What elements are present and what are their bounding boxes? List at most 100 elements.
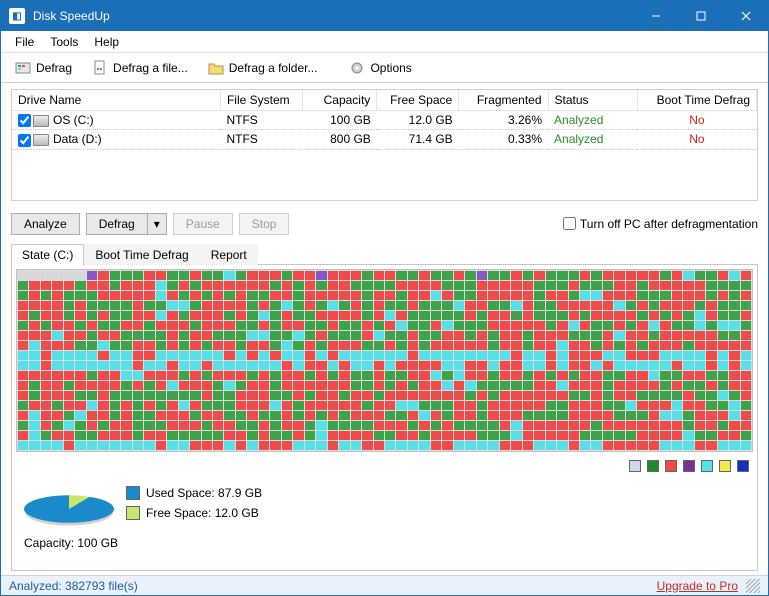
block-cell bbox=[718, 351, 728, 360]
block-cell bbox=[683, 301, 693, 310]
block-cell bbox=[454, 341, 464, 350]
block-cell bbox=[29, 391, 39, 400]
defrag-button[interactable]: Defrag bbox=[86, 213, 147, 235]
block-cell bbox=[282, 351, 292, 360]
defrag-dropdown[interactable]: ▾ bbox=[147, 213, 167, 235]
block-cell bbox=[328, 411, 338, 420]
drive-checkbox[interactable] bbox=[18, 114, 31, 127]
block-cell bbox=[534, 301, 544, 310]
tab-report[interactable]: Report bbox=[200, 244, 258, 265]
col-cap[interactable]: Capacity bbox=[302, 90, 376, 111]
block-cell bbox=[396, 311, 406, 320]
block-cell bbox=[385, 311, 395, 320]
table-row[interactable]: Data (D:)NTFS800 GB71.4 GB0.33%AnalyzedN… bbox=[12, 130, 757, 149]
block-cell bbox=[660, 291, 670, 300]
block-cell bbox=[213, 291, 223, 300]
block-cell bbox=[477, 311, 487, 320]
block-cell bbox=[385, 371, 395, 380]
toolbar-defrag[interactable]: Defrag bbox=[7, 56, 80, 80]
block-cell bbox=[591, 341, 601, 350]
block-cell bbox=[465, 411, 475, 420]
block-cell bbox=[41, 371, 51, 380]
block-cell bbox=[29, 381, 39, 390]
minimize-button[interactable] bbox=[633, 1, 678, 31]
menu-tools[interactable]: Tools bbox=[42, 33, 86, 51]
stop-button[interactable]: Stop bbox=[239, 213, 290, 235]
tab-state[interactable]: State (C:) bbox=[11, 244, 84, 265]
close-button[interactable] bbox=[723, 1, 768, 31]
analyze-button[interactable]: Analyze bbox=[11, 213, 80, 235]
block-cell bbox=[64, 271, 74, 280]
block-cell bbox=[144, 421, 154, 430]
block-cell bbox=[52, 271, 62, 280]
block-cell bbox=[603, 351, 613, 360]
block-cell bbox=[133, 371, 143, 380]
block-cell bbox=[52, 401, 62, 410]
col-frag[interactable]: Fragmented bbox=[459, 90, 548, 111]
block-cell bbox=[121, 341, 131, 350]
block-cell bbox=[672, 281, 682, 290]
block-cell bbox=[603, 321, 613, 330]
block-cell bbox=[557, 361, 567, 370]
pause-button[interactable]: Pause bbox=[173, 213, 233, 235]
block-cell bbox=[339, 381, 349, 390]
block-cell bbox=[29, 351, 39, 360]
block-cell bbox=[87, 371, 97, 380]
block-cell bbox=[672, 311, 682, 320]
table-row[interactable]: OS (C:)NTFS100 GB12.0 GB3.26%AnalyzedNo bbox=[12, 111, 757, 130]
block-cell bbox=[121, 441, 131, 450]
block-cell bbox=[362, 301, 372, 310]
block-cell bbox=[431, 401, 441, 410]
block-cell bbox=[121, 301, 131, 310]
menu-help[interactable]: Help bbox=[86, 33, 127, 51]
col-fs[interactable]: File System bbox=[220, 90, 302, 111]
block-cell bbox=[523, 271, 533, 280]
block-cell bbox=[534, 431, 544, 440]
block-cell bbox=[408, 281, 418, 290]
block-cell bbox=[236, 371, 246, 380]
block-cell bbox=[614, 291, 624, 300]
block-cell bbox=[87, 381, 97, 390]
menu-file[interactable]: File bbox=[7, 33, 42, 51]
block-cell bbox=[580, 431, 590, 440]
turnoff-checkbox-label[interactable]: Turn off PC after defragmentation bbox=[563, 217, 758, 231]
block-cell bbox=[41, 381, 51, 390]
block-cell bbox=[465, 301, 475, 310]
block-cell bbox=[339, 391, 349, 400]
toolbar-defrag-file[interactable]: Defrag a file... bbox=[84, 56, 196, 80]
block-cell bbox=[190, 381, 200, 390]
block-cell bbox=[190, 341, 200, 350]
upgrade-link[interactable]: Upgrade to Pro bbox=[657, 579, 738, 593]
block-cell bbox=[64, 361, 74, 370]
col-free[interactable]: Free Space bbox=[377, 90, 459, 111]
block-cell bbox=[477, 301, 487, 310]
toolbar-options[interactable]: Options bbox=[341, 56, 419, 80]
block-cell bbox=[110, 281, 120, 290]
col-status[interactable]: Status bbox=[548, 90, 637, 111]
block-cell bbox=[305, 281, 315, 290]
block-cell bbox=[729, 311, 739, 320]
block-cell bbox=[64, 321, 74, 330]
tab-boot[interactable]: Boot Time Defrag bbox=[84, 244, 199, 265]
toolbar-defrag-folder[interactable]: Defrag a folder... bbox=[200, 56, 326, 80]
block-cell bbox=[52, 431, 62, 440]
block-cell bbox=[396, 301, 406, 310]
col-boot[interactable]: Boot Time Defrag bbox=[637, 90, 756, 111]
block-cell bbox=[18, 341, 28, 350]
block-cell bbox=[305, 411, 315, 420]
turnoff-checkbox[interactable] bbox=[563, 217, 576, 230]
block-cell bbox=[167, 381, 177, 390]
block-cell bbox=[454, 321, 464, 330]
block-cell bbox=[247, 411, 257, 420]
resize-grip[interactable] bbox=[746, 579, 760, 593]
block-cell bbox=[167, 411, 177, 420]
block-cell bbox=[477, 391, 487, 400]
block-cell bbox=[408, 421, 418, 430]
maximize-button[interactable] bbox=[678, 1, 723, 31]
drive-checkbox[interactable] bbox=[18, 134, 31, 147]
col-drive[interactable]: Drive Name bbox=[12, 90, 220, 111]
block-cell bbox=[431, 301, 441, 310]
block-cell bbox=[534, 411, 544, 420]
block-cell bbox=[293, 431, 303, 440]
block-cell bbox=[374, 271, 384, 280]
